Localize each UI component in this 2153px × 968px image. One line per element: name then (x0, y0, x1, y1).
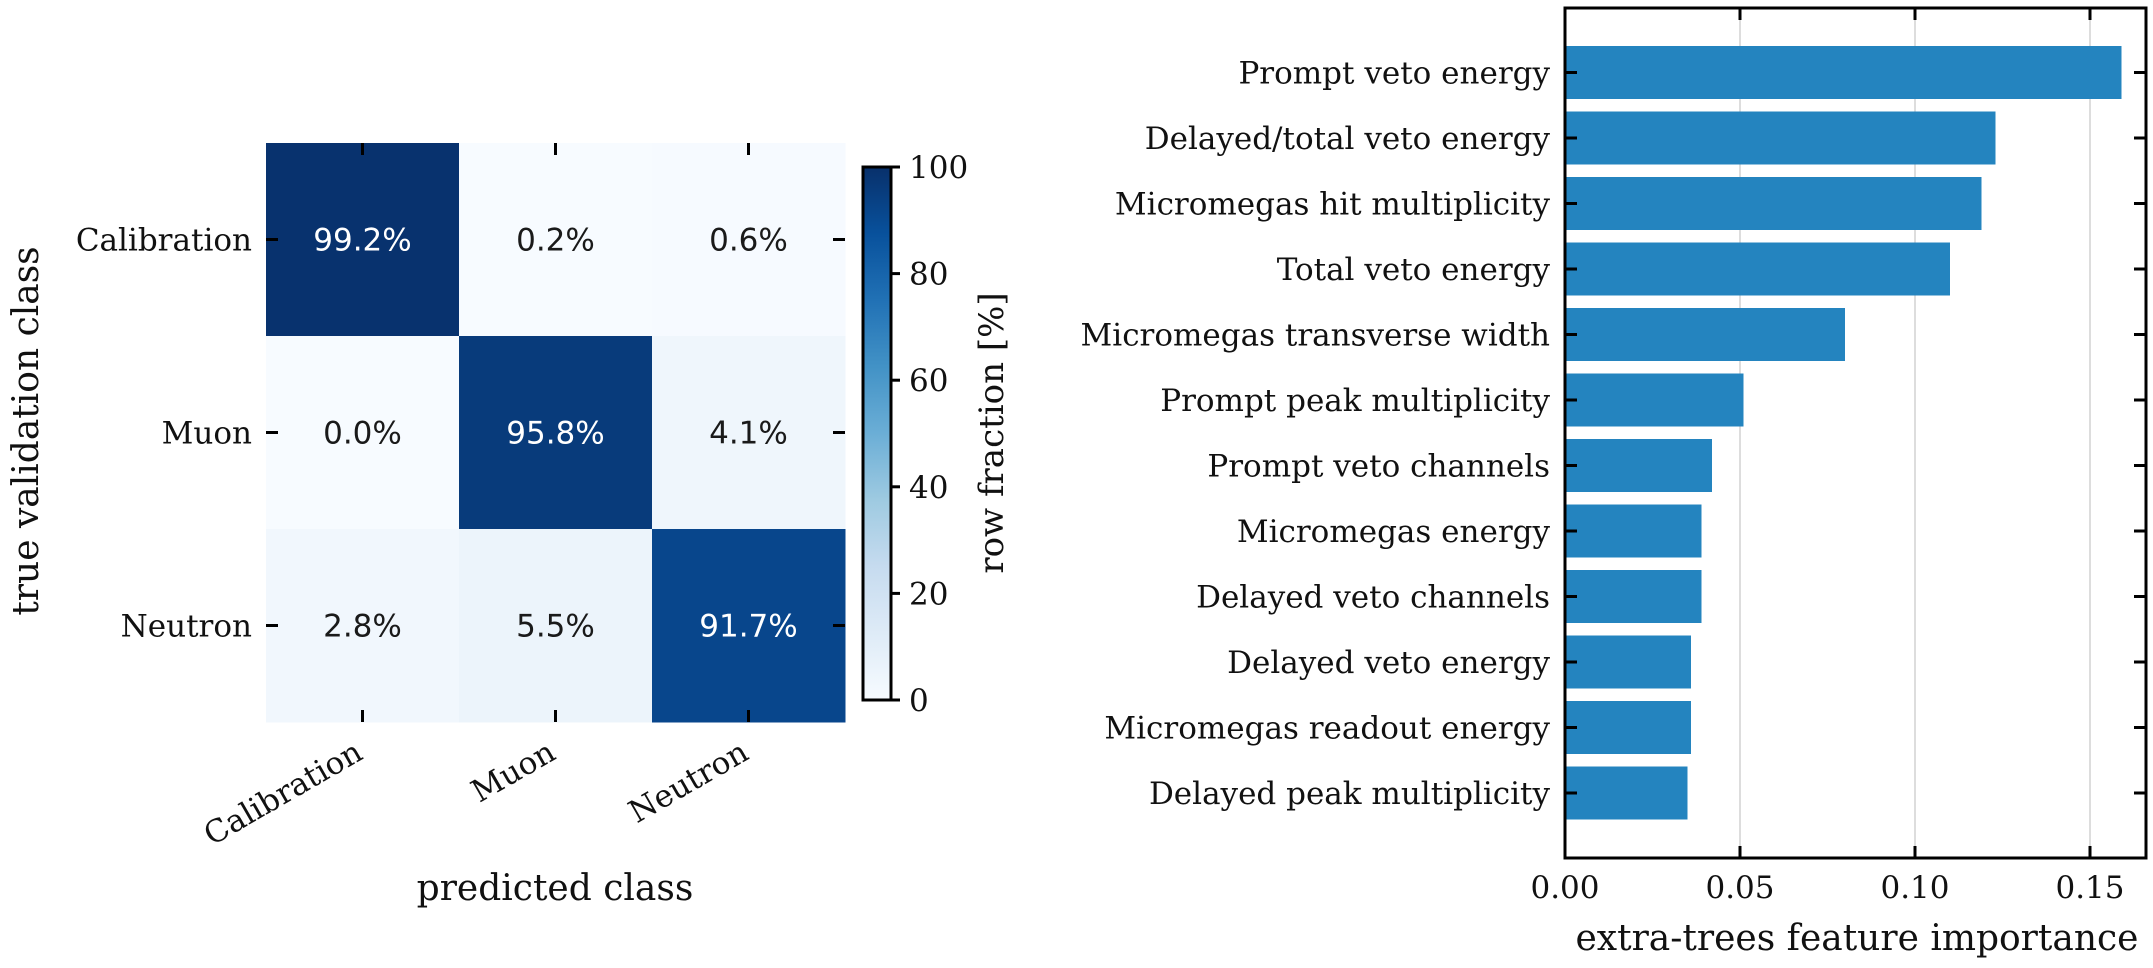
y-tick-label: Muon (162, 416, 252, 452)
cell-value-label: 95.8% (506, 416, 604, 452)
bar-total-veto-energy (1565, 242, 1950, 296)
y-tick-label: Micromegas transverse width (1081, 318, 1551, 354)
colorbar-tick-label: 60 (909, 363, 948, 399)
colorbar-tick-label: 40 (909, 470, 948, 506)
y-tick-label: Prompt peak multiplicity (1160, 383, 1550, 419)
cell-value-label: 4.1% (709, 416, 788, 452)
y-tick-label: Delayed/total veto energy (1145, 121, 1551, 157)
x-tick-label: Neutron (623, 734, 755, 831)
heatmap-cell (266, 143, 460, 337)
heatmap-cell (459, 336, 653, 530)
bar-prompt-veto-energy (1565, 46, 2122, 99)
cell-value-label: 0.2% (516, 223, 595, 259)
x-tick-label: 0.05 (1705, 870, 1774, 906)
x-tick-label: 0.10 (1880, 870, 1949, 906)
heatmap-cell (459, 529, 653, 723)
bar-delayed-total-veto-energy (1565, 111, 1996, 165)
y-tick-label: Neutron (121, 609, 252, 645)
y-tick-label: Calibration (76, 223, 252, 259)
y-tick-label: Delayed veto channels (1196, 580, 1550, 616)
x-tick-label: 0.00 (1530, 870, 1599, 906)
colorbar-gradient (861, 165, 893, 702)
bar-micromegas-hit-multiplicity (1565, 177, 1982, 230)
heatmap-cell (266, 336, 460, 530)
bar-xlabel: extra-trees feature importance (1576, 918, 2139, 959)
bar-prompt-peak-multiplicity (1565, 373, 1744, 427)
x-tick-label: Calibration (198, 734, 369, 853)
y-tick-label: Delayed peak multiplicity (1149, 776, 1551, 812)
x-tick-label: Muon (465, 734, 561, 810)
cell-value-label: 99.2% (313, 223, 411, 259)
colorbar: 0 20 40 60 80 100 (861, 150, 968, 719)
y-tick-label: Total veto energy (1277, 252, 1551, 288)
y-tick-label: Delayed veto energy (1227, 645, 1550, 681)
bar-micromegas-energy (1565, 504, 1702, 558)
bar-prompt-veto-channels (1565, 439, 1712, 492)
bar-delayed-peak-multiplicity (1565, 766, 1688, 820)
y-tick-label: Micromegas hit multiplicity (1115, 187, 1551, 223)
y-tick-label: Micromegas readout energy (1104, 711, 1550, 747)
bar-delayed-veto-energy (1565, 635, 1691, 689)
cell-value-label: 0.6% (709, 223, 788, 259)
heatmap-cell (459, 143, 653, 337)
cell-value-label: 2.8% (323, 609, 402, 645)
heatmap-cell (652, 336, 846, 530)
bar-micromegas-transverse-width (1565, 308, 1845, 361)
colorbar-tick-label: 0 (909, 683, 929, 719)
y-tick-label: Prompt veto channels (1207, 449, 1550, 485)
bar-delayed-veto-channels (1565, 570, 1702, 623)
cell-value-label: 0.0% (323, 416, 402, 452)
y-tick-label: Micromegas energy (1237, 514, 1551, 550)
confusion-matrix: 99.2% 0.2% 0.6% 0.0% 95.8% 4.1% 2.8% 5.5% 91.7% C… (76, 143, 846, 853)
colorbar-tick-label: 80 (909, 257, 948, 293)
heatmap-cell (652, 143, 846, 337)
axes-frame (1563, 6, 2148, 860)
cell-value-label: 5.5% (516, 609, 595, 645)
colorbar-tick-label: 20 (909, 576, 948, 612)
colorbar-tick-label: 100 (909, 150, 968, 186)
x-tick-label: 0.15 (2055, 870, 2124, 906)
bar-micromegas-readout-energy (1565, 701, 1691, 754)
heatmap-ylabel: true validation class (6, 246, 47, 615)
y-tick-label: Prompt veto energy (1238, 56, 1550, 92)
heatmap-cell (266, 529, 460, 723)
feature-importance-chart: Prompt veto energy Delayed/total veto ene… (1081, 6, 2148, 906)
heatmap-xlabel: predicted class (417, 868, 694, 909)
heatmap-cell (652, 529, 846, 723)
colorbar-label: row fraction [%] (972, 292, 1012, 573)
cell-value-label: 91.7% (699, 609, 797, 645)
